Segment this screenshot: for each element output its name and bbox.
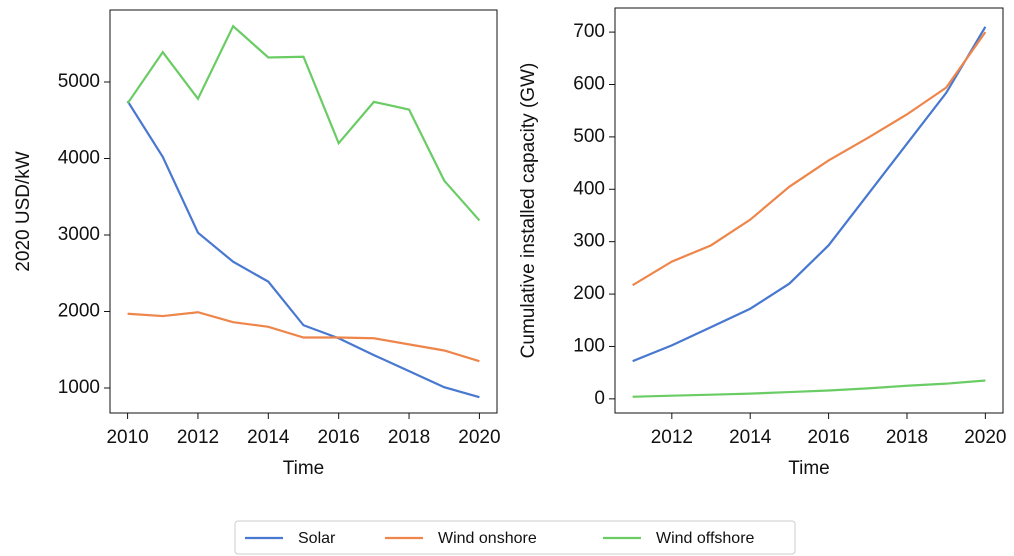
- y-tick-label: 300: [573, 231, 605, 252]
- y-tick-label: 500: [573, 126, 605, 147]
- line-series: [632, 26, 987, 363]
- axes: 2010 2012 2014 2016 2018 2020 1000 2000 3000 4000…: [13, 9, 501, 479]
- y-tick-label: 700: [573, 21, 605, 42]
- x-tick-label: 2016: [807, 427, 849, 448]
- x-axis-label: Time: [283, 458, 325, 479]
- line-series: [126, 100, 480, 399]
- x-tick-label: 2012: [177, 427, 219, 448]
- x-tick-label: 2018: [388, 427, 430, 448]
- y-tick-label: 400: [573, 178, 605, 199]
- legend-label: Wind onshore: [438, 530, 537, 547]
- y-axis-label: 2020 USD/kW: [13, 151, 34, 271]
- y-tick-label: 600: [573, 74, 605, 95]
- axes-frame: [614, 7, 1004, 414]
- y-tick-label: 4000: [58, 148, 100, 169]
- line-series: [632, 31, 987, 287]
- x-tick-label: 2012: [651, 427, 693, 448]
- line-series: [126, 24, 481, 222]
- y-tick-label: 0: [594, 388, 605, 409]
- y-tick-label: 3000: [58, 224, 100, 245]
- legend: Solar Wind onshore Wind offshore: [234, 520, 796, 555]
- y-tick-label: 2000: [58, 301, 100, 322]
- y-tick-label: 1000: [58, 377, 100, 398]
- y-tick-label: 100: [573, 335, 605, 356]
- axes-frame: [109, 9, 498, 414]
- x-tick-label: 2014: [247, 427, 290, 448]
- x-tick-label: 2010: [106, 427, 148, 448]
- x-axis-label: Time: [788, 458, 830, 479]
- legend-label: Solar: [298, 530, 336, 547]
- y-tick-label: 5000: [58, 71, 100, 92]
- x-tick-label: 2016: [318, 427, 360, 448]
- y-tick-label: 200: [573, 283, 605, 304]
- legend-label: Wind offshore: [656, 530, 755, 547]
- x-tick-label: 2020: [964, 427, 1006, 448]
- x-tick-label: 2018: [886, 427, 928, 448]
- line-series: [127, 311, 480, 363]
- legend-frame: [234, 520, 796, 555]
- axes: 2012 2014 2016 2018 2020 0 100 200 300 400 500 600 7…: [518, 7, 1007, 479]
- x-tick-label: 2020: [458, 427, 500, 448]
- line-series: [632, 379, 986, 398]
- y-axis-label: Cumulative installed capacity (GW): [518, 63, 539, 359]
- x-tick-label: 2014: [729, 427, 772, 448]
